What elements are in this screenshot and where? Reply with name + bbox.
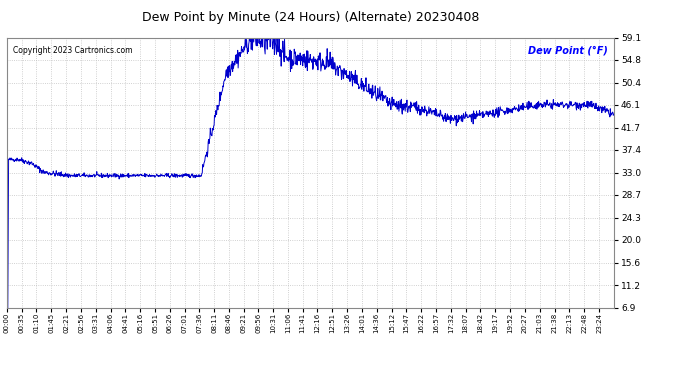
Text: Dew Point by Minute (24 Hours) (Alternate) 20230408: Dew Point by Minute (24 Hours) (Alternat…: [142, 11, 479, 24]
Text: Dew Point (°F): Dew Point (°F): [528, 46, 608, 56]
Text: Copyright 2023 Cartronics.com: Copyright 2023 Cartronics.com: [13, 46, 132, 55]
